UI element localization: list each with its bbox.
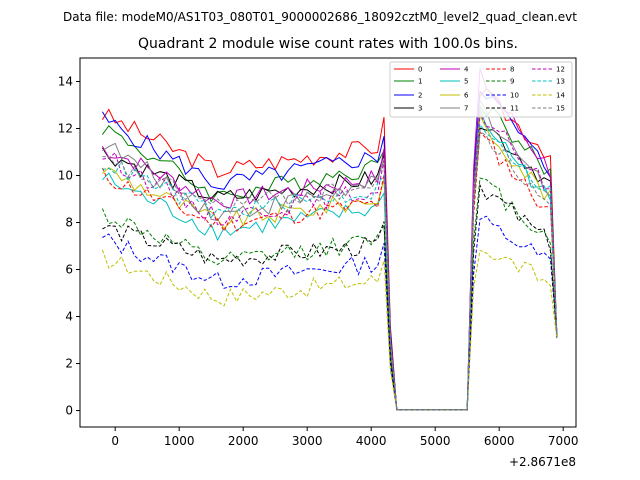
legend-label-10: 10 xyxy=(510,92,519,100)
legend-label-6: 6 xyxy=(464,92,469,100)
legend-label-3: 3 xyxy=(418,105,422,113)
y-tick-label: 6 xyxy=(65,263,73,277)
y-tick-label: 4 xyxy=(65,310,73,324)
x-axis: 0 1000 2000 3000 4000 5000 6000 7000 xyxy=(111,427,578,448)
y-tick-label: 12 xyxy=(58,122,73,136)
x-tick-label: 2000 xyxy=(228,434,259,448)
y-tick-label: 8 xyxy=(65,216,73,230)
x-tick-label: 4000 xyxy=(356,434,387,448)
legend-label-4: 4 xyxy=(464,66,469,74)
series-line-3 xyxy=(101,127,558,411)
x-tick-label: 3000 xyxy=(292,434,323,448)
y-axis: 0 2 4 6 8 10 12 14 xyxy=(58,75,80,418)
legend-label-7: 7 xyxy=(464,105,468,113)
x-tick-label: 6000 xyxy=(484,434,515,448)
series-line-15 xyxy=(102,130,558,411)
legend-label-12: 12 xyxy=(556,66,565,74)
legend-label-8: 8 xyxy=(510,66,514,74)
y-tick-label: 2 xyxy=(65,357,73,371)
legend-label-15: 15 xyxy=(556,105,565,113)
legend-label-9: 9 xyxy=(510,78,514,86)
series-line-10 xyxy=(102,215,558,411)
series-line-13 xyxy=(102,122,558,411)
x-tick-label: 7000 xyxy=(548,434,579,448)
series-line-14 xyxy=(101,249,558,411)
series-line-6 xyxy=(102,113,558,411)
series-line-12 xyxy=(102,111,558,411)
legend-label-14: 14 xyxy=(556,92,565,100)
legend-label-13: 13 xyxy=(556,78,565,86)
plot-frame xyxy=(79,57,577,428)
legend-label-0: 0 xyxy=(418,66,422,74)
x-offset-label: +2.8671e8 xyxy=(509,455,576,469)
legend-label-2: 2 xyxy=(418,92,422,100)
legend-label-5: 5 xyxy=(464,78,468,86)
x-tick-label: 5000 xyxy=(420,434,451,448)
plot-area xyxy=(79,57,577,428)
chart-title: Quadrant 2 module wise count rates with … xyxy=(138,36,518,52)
legend-label-1: 1 xyxy=(418,78,422,86)
x-tick-label: 0 xyxy=(111,434,119,448)
chart-suptitle: Data file: modeM0/AS1T03_080T01_90000026… xyxy=(63,10,577,24)
y-tick-label: 14 xyxy=(58,75,73,89)
y-tick-label: 10 xyxy=(58,169,73,183)
legend-box xyxy=(389,61,573,118)
legend-label-11: 11 xyxy=(510,105,519,113)
series-layer xyxy=(101,68,558,411)
series-line-9 xyxy=(101,177,558,411)
y-tick-label: 0 xyxy=(65,404,73,418)
x-tick-label: 1000 xyxy=(164,434,195,448)
series-line-8 xyxy=(101,130,558,411)
